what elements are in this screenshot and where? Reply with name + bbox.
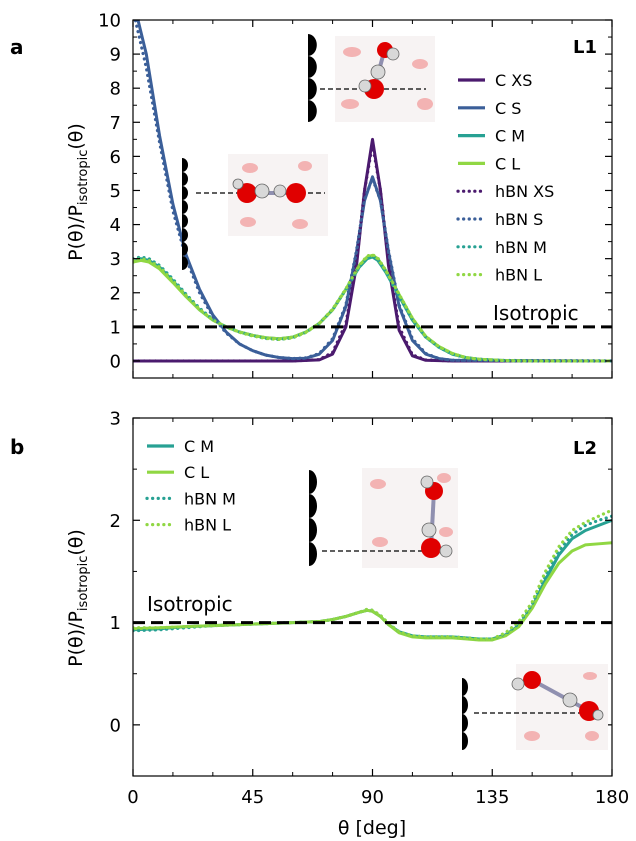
legend-label: C M xyxy=(495,127,525,146)
panel-b-axes: 0 1 2 3 0 45 90 135 180 xyxy=(110,409,630,809)
legend-label: C XS xyxy=(495,71,532,90)
legend-label: C L xyxy=(184,463,209,482)
x-axis-label: θ [deg] xyxy=(338,817,406,839)
y-tick-label: 3 xyxy=(110,409,121,430)
panel-a-axes: 0 1 2 3 4 5 6 7 8 9 10 xyxy=(98,11,613,379)
series-line-hbn-l xyxy=(133,508,612,641)
y-axis-label-b: P(θ)/Pisotropic(θ) xyxy=(65,529,91,667)
legend-label: C M xyxy=(184,437,214,456)
legend-label: hBN M xyxy=(184,489,236,508)
y-tick-label: 0 xyxy=(110,351,121,372)
y-tick-label: 0 xyxy=(110,715,121,736)
y-tick-label: 1 xyxy=(110,317,121,338)
legend-label: hBN M xyxy=(495,238,547,257)
series-line-hbn-l xyxy=(133,252,612,363)
molecule-inset-a-left xyxy=(182,154,328,270)
panel-tag-l1: L1 xyxy=(573,37,597,58)
molecule-inset-b-top xyxy=(309,468,458,568)
y-tick-label: 5 xyxy=(110,181,121,202)
panel-tag-l2: L2 xyxy=(573,438,597,459)
legend-panel-b: C M C L hBN M hBN L xyxy=(145,437,236,535)
x-tick-label: 45 xyxy=(241,787,264,808)
series-line-hbn-xs xyxy=(133,142,612,363)
y-tick-label: 1 xyxy=(110,613,121,634)
panel-label-a: a xyxy=(10,35,24,59)
panel-a-series xyxy=(133,20,612,363)
y-tick-label: 3 xyxy=(110,249,121,270)
molecule-inset-b-bottom xyxy=(462,664,608,750)
legend-label: C S xyxy=(495,99,521,118)
x-tick-label: 90 xyxy=(361,787,384,808)
y-axis-label-a: P(θ)/Pisotropic(θ) xyxy=(65,123,91,261)
legend-label: hBN S xyxy=(495,210,543,229)
x-tick-label: 135 xyxy=(475,787,509,808)
legend-panel-a: C XS C S C M C L hBN XS hBN S hBN M hBN L xyxy=(456,71,554,285)
legend-label: hBN XS xyxy=(495,182,554,201)
x-tick-label: 180 xyxy=(595,787,629,808)
legend-label: C L xyxy=(495,154,520,173)
series-line-hbn-s xyxy=(133,20,612,363)
y-tick-label: 4 xyxy=(110,215,121,236)
y-tick-label: 7 xyxy=(110,113,121,134)
isotropic-label-b: Isotropic xyxy=(147,592,233,616)
legend-label: hBN L xyxy=(495,266,542,285)
y-tick-label: 2 xyxy=(110,511,121,532)
y-tick-label: 9 xyxy=(110,45,121,66)
panel-label-b: b xyxy=(10,435,24,459)
y-tick-label: 6 xyxy=(110,147,121,168)
y-tick-label: 8 xyxy=(110,79,121,100)
legend-label: hBN L xyxy=(184,516,231,535)
x-tick-label: 0 xyxy=(127,787,138,808)
isotropic-label-a: Isotropic xyxy=(493,301,579,325)
molecule-inset-a-top xyxy=(308,34,435,122)
y-tick-label: 2 xyxy=(110,283,121,304)
y-tick-label: 10 xyxy=(98,11,121,32)
